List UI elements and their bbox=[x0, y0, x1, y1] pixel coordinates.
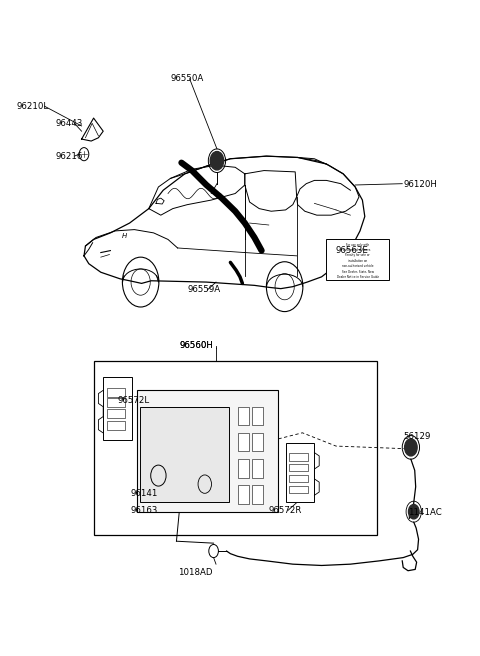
Circle shape bbox=[210, 152, 224, 170]
Bar bbox=[289, 486, 308, 493]
Text: 96550A: 96550A bbox=[170, 74, 204, 83]
Bar bbox=[107, 409, 125, 418]
Bar bbox=[94, 361, 377, 535]
Text: 56129: 56129 bbox=[403, 432, 431, 441]
Text: See Dealer, State, New: See Dealer, State, New bbox=[342, 270, 373, 274]
Text: For use only with: For use only with bbox=[346, 243, 369, 247]
Text: 1018AD: 1018AD bbox=[178, 567, 212, 577]
Text: 96120H: 96120H bbox=[403, 180, 437, 190]
Text: 1141AC: 1141AC bbox=[408, 508, 442, 518]
Bar bbox=[326, 239, 389, 280]
Text: 96560H: 96560H bbox=[180, 341, 214, 350]
Text: 96563E: 96563E bbox=[336, 246, 369, 255]
Bar bbox=[238, 459, 249, 478]
Bar bbox=[137, 390, 278, 512]
Bar bbox=[107, 398, 125, 407]
Text: 96443: 96443 bbox=[55, 119, 83, 128]
Circle shape bbox=[405, 439, 417, 456]
Text: 96560H: 96560H bbox=[180, 341, 214, 350]
Text: 96163: 96163 bbox=[131, 506, 158, 515]
Bar bbox=[107, 421, 125, 430]
Text: Dealer Notice in Service Guide: Dealer Notice in Service Guide bbox=[336, 275, 379, 279]
Bar bbox=[238, 407, 249, 425]
Bar bbox=[289, 475, 308, 482]
Text: authorized software.: authorized software. bbox=[344, 248, 372, 252]
Text: H: H bbox=[122, 233, 127, 239]
Text: Penalty for sale or: Penalty for sale or bbox=[345, 253, 370, 257]
Text: installation on: installation on bbox=[348, 259, 367, 263]
Bar bbox=[252, 433, 263, 451]
Text: 96216: 96216 bbox=[55, 152, 83, 161]
Text: 96572R: 96572R bbox=[269, 506, 302, 515]
Text: 96141: 96141 bbox=[131, 489, 158, 498]
Bar bbox=[289, 464, 308, 471]
Bar bbox=[238, 485, 249, 504]
Text: 96210L: 96210L bbox=[17, 102, 49, 111]
Bar bbox=[286, 443, 314, 502]
Bar bbox=[107, 388, 125, 397]
Bar bbox=[252, 407, 263, 425]
Bar bbox=[103, 377, 132, 440]
Bar bbox=[289, 453, 308, 461]
Bar bbox=[252, 459, 263, 478]
Polygon shape bbox=[82, 118, 103, 141]
Text: 96572L: 96572L bbox=[118, 396, 150, 405]
Text: 96559A: 96559A bbox=[187, 285, 220, 295]
Bar bbox=[238, 433, 249, 451]
Bar bbox=[252, 485, 263, 504]
Bar bbox=[140, 407, 229, 502]
Text: non-authorized vehicle: non-authorized vehicle bbox=[342, 264, 373, 268]
Circle shape bbox=[408, 504, 419, 519]
